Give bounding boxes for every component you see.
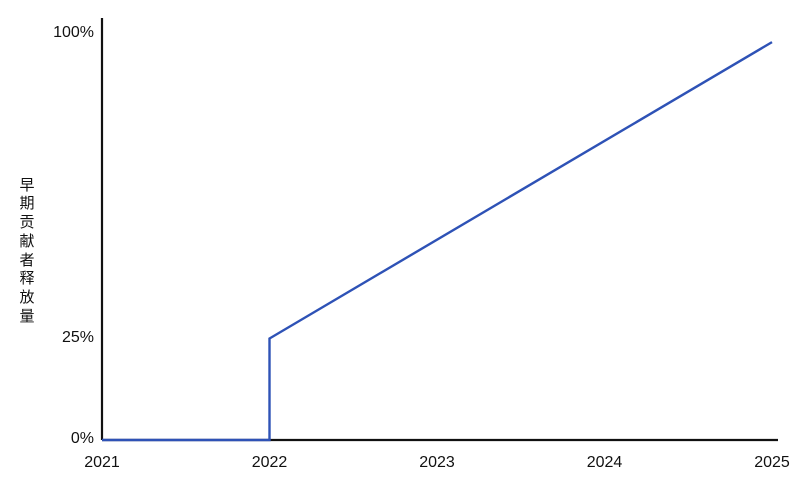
chart-plot-area (0, 0, 800, 503)
x-tick-2025: 2025 (742, 454, 800, 472)
series-release (102, 42, 772, 440)
x-tick-2024: 2024 (575, 454, 635, 472)
y-tick-100: 100% (44, 24, 94, 42)
vesting-chart: 早期贡献者释放量 0% 25% 100% 2021 2022 2023 2024… (0, 0, 800, 503)
y-tick-0: 0% (44, 430, 94, 448)
y-axis-label: 早期贡献者释放量 (18, 177, 36, 327)
x-tick-2021: 2021 (72, 454, 132, 472)
y-tick-25: 25% (44, 329, 94, 347)
x-tick-2022: 2022 (240, 454, 300, 472)
x-tick-2023: 2023 (407, 454, 467, 472)
